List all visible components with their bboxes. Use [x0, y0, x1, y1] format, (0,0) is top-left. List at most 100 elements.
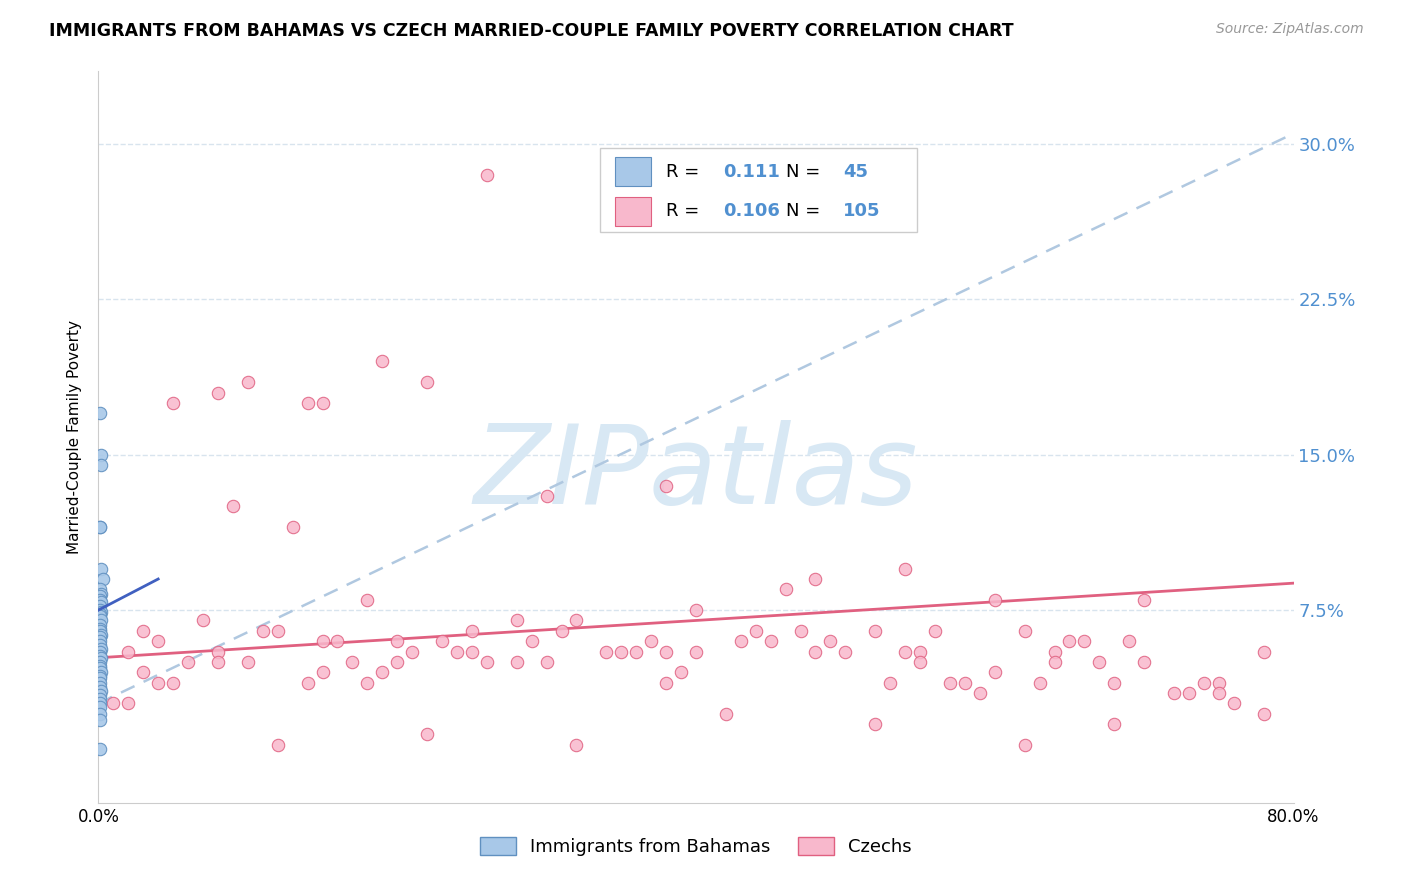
Point [90, 642, 112, 657]
Point [1059, 634, 1081, 648]
Point [117, 644, 139, 658]
Point [430, 634, 453, 648]
Point [446, 644, 468, 658]
Point [924, 624, 946, 638]
Point [342, 655, 364, 669]
Text: 0.111: 0.111 [724, 162, 780, 181]
Point [506, 655, 529, 669]
Point [132, 665, 155, 680]
Point [90, 448, 112, 462]
Point [89, 688, 111, 702]
Point [297, 396, 319, 410]
Point [356, 592, 378, 607]
Point [655, 675, 678, 690]
Point [879, 675, 901, 690]
Point [89, 672, 111, 686]
Point [89, 622, 111, 636]
Point [894, 562, 917, 576]
Point [461, 624, 484, 638]
Point [103, 696, 125, 710]
Point [1223, 696, 1246, 710]
Point [89, 603, 111, 617]
Point [565, 614, 588, 628]
Point [89, 713, 111, 727]
Point [267, 738, 290, 752]
Point [371, 354, 394, 368]
Point [820, 634, 842, 648]
Point [148, 675, 170, 690]
Point [89, 742, 111, 756]
Point [1014, 738, 1036, 752]
Point [89, 706, 111, 721]
Point [908, 655, 931, 669]
Point [550, 624, 572, 638]
Point [804, 644, 827, 658]
Point [1178, 686, 1201, 700]
Point [865, 624, 887, 638]
Point [89, 406, 111, 420]
Point [1253, 644, 1275, 658]
Point [236, 375, 259, 389]
Point [461, 644, 484, 658]
Point [908, 644, 931, 658]
Point [984, 592, 1007, 607]
Point [536, 489, 558, 503]
Point [90, 586, 112, 600]
Point [745, 624, 768, 638]
Point [89, 630, 111, 644]
Point [89, 520, 111, 534]
Point [89, 609, 111, 624]
Point [89, 607, 111, 622]
Point [90, 684, 112, 698]
Point [89, 520, 111, 534]
Point [252, 624, 274, 638]
Point [132, 624, 155, 638]
Point [207, 655, 229, 669]
Text: IMMIGRANTS FROM BAHAMAS VS CZECH MARRIED-COUPLE FAMILY POVERTY CORRELATION CHART: IMMIGRANTS FROM BAHAMAS VS CZECH MARRIED… [49, 22, 1014, 40]
Point [939, 675, 962, 690]
Point [714, 706, 737, 721]
Point [655, 644, 678, 658]
Point [297, 675, 319, 690]
Point [89, 648, 111, 663]
Point [89, 617, 111, 632]
Text: R =: R = [666, 202, 704, 220]
Bar [614, 196, 651, 226]
Point [207, 385, 229, 400]
Point [90, 614, 112, 628]
Point [162, 675, 184, 690]
Point [475, 168, 498, 182]
Point [1028, 675, 1050, 690]
Point [89, 589, 111, 603]
Point [90, 665, 112, 680]
Point [385, 634, 409, 648]
Point [385, 655, 409, 669]
Text: 105: 105 [844, 202, 880, 220]
Point [326, 634, 349, 648]
Point [669, 665, 692, 680]
Point [416, 727, 439, 741]
Point [1133, 592, 1156, 607]
Point [969, 686, 991, 700]
Point [416, 375, 439, 389]
Point [685, 644, 707, 658]
Point [1192, 675, 1215, 690]
Legend: Immigrants from Bahamas, Czechs: Immigrants from Bahamas, Czechs [472, 830, 920, 863]
Point [984, 665, 1007, 680]
Point [89, 582, 111, 597]
Point [207, 644, 229, 658]
FancyBboxPatch shape [600, 148, 917, 232]
Point [1073, 634, 1095, 648]
Point [236, 655, 259, 669]
Point [506, 614, 529, 628]
Point [1163, 686, 1185, 700]
Point [311, 665, 333, 680]
Point [89, 661, 111, 675]
Point [177, 655, 200, 669]
Point [117, 696, 139, 710]
Point [565, 738, 588, 752]
Point [162, 396, 184, 410]
Text: R =: R = [666, 162, 704, 181]
Point [356, 675, 378, 690]
Point [89, 659, 111, 673]
